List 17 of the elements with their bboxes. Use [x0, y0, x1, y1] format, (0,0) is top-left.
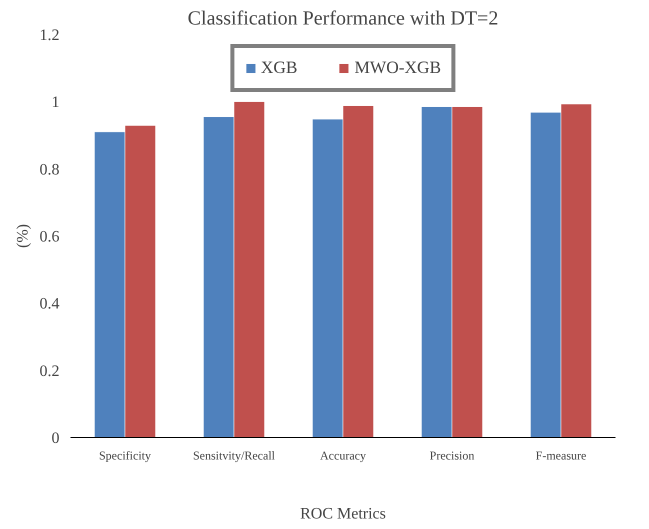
y-tick-label: 0.2: [40, 362, 60, 380]
y-tick-label: 1: [52, 94, 60, 112]
y-tick-label: 0.6: [40, 228, 60, 246]
y-tick-label: 0.4: [40, 296, 60, 313]
x-tick-label: F-measure: [536, 448, 586, 462]
y-tick-label: 1.2: [40, 27, 60, 44]
legend-label: XGB: [260, 58, 298, 78]
x-axis-title: ROC Metrics: [300, 506, 386, 522]
y-tick-label: 0: [52, 430, 60, 447]
y-axis-title: (%): [14, 224, 32, 248]
x-tick-label: Specificity: [99, 448, 151, 462]
y-tick-label: 0.8: [40, 161, 60, 178]
x-tick-label: Precision: [430, 448, 474, 462]
chart-title: Classification Performance with DT=2: [188, 8, 498, 30]
legend-label: MWO-XGB: [354, 58, 442, 78]
x-tick-label: Sensitvity/Recall: [193, 448, 276, 462]
x-tick-label: Accuracy: [320, 448, 366, 462]
